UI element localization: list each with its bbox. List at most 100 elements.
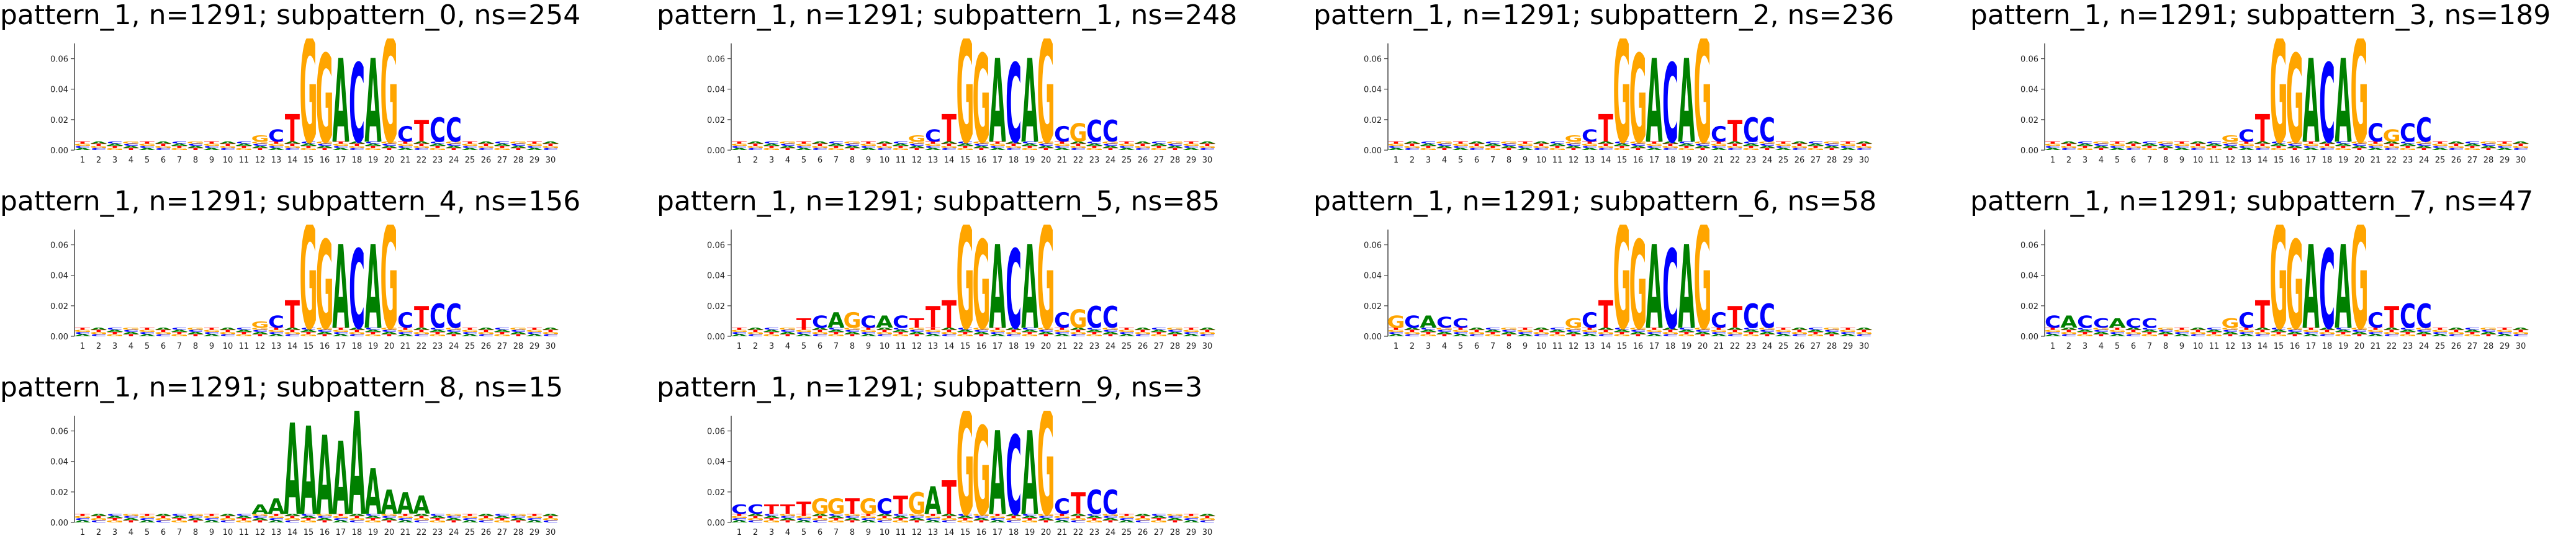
logo-letter-T: T xyxy=(780,502,796,517)
x-tick-label: 1 xyxy=(80,342,85,351)
svg-text:A: A xyxy=(763,329,780,333)
logo-letter-G: G xyxy=(1742,148,1760,151)
svg-text:T: T xyxy=(398,141,413,144)
svg-text:A: A xyxy=(1134,327,1151,330)
svg-text:T: T xyxy=(301,331,317,334)
svg-text:A: A xyxy=(2302,334,2320,337)
svg-text:C: C xyxy=(1038,143,1054,146)
logo-letter-T: T xyxy=(462,141,478,144)
x-tick-label: 23 xyxy=(1089,342,1100,351)
x-tick-label: 29 xyxy=(1186,156,1197,165)
logo-letter-C: C xyxy=(925,517,941,521)
logo-letter-A: A xyxy=(2060,141,2078,144)
logo-letter-A: A xyxy=(876,327,893,330)
logo-letter-C: C xyxy=(413,148,430,151)
x-tick-label: 20 xyxy=(384,528,395,537)
logo-letter-A: A xyxy=(477,141,495,144)
logo-letter-G: G xyxy=(331,329,349,333)
svg-text:A: A xyxy=(74,148,91,151)
x-tick-label: 1 xyxy=(737,528,742,537)
svg-text:G: G xyxy=(1020,520,1038,523)
svg-text:T: T xyxy=(1663,143,1678,146)
logo-panel-5: pattern_1, n=1291; subpattern_5, ns=85 0… xyxy=(657,186,1308,360)
svg-text:C: C xyxy=(2061,334,2077,337)
logo-letter-T: T xyxy=(1647,141,1662,144)
logo-letter-T: T xyxy=(511,334,526,337)
svg-text:G: G xyxy=(1596,145,1615,148)
svg-text:G: G xyxy=(106,148,124,151)
x-tick-label: 25 xyxy=(1778,156,1789,165)
logo-letter-C: C xyxy=(1646,145,1662,148)
svg-text:T: T xyxy=(1518,327,1533,330)
svg-text:C: C xyxy=(1662,148,1678,151)
svg-text:A: A xyxy=(989,334,1006,337)
svg-text:T: T xyxy=(543,516,559,519)
svg-text:A: A xyxy=(731,148,748,151)
svg-text:A: A xyxy=(251,145,269,148)
svg-text:G: G xyxy=(2092,141,2110,144)
svg-text:C: C xyxy=(300,327,317,330)
logo-letter-T: T xyxy=(236,331,252,334)
svg-text:T: T xyxy=(893,331,909,334)
x-tick-label: 19 xyxy=(1682,342,1692,351)
svg-text:G: G xyxy=(364,148,382,151)
logo-letter-G: G xyxy=(493,520,511,523)
svg-text:C: C xyxy=(1646,331,1662,334)
x-tick-label: 14 xyxy=(287,528,298,537)
logo-letter-T: T xyxy=(317,520,333,523)
logo-letter-G: G xyxy=(1467,145,1485,148)
logo-letter-G: G xyxy=(2318,331,2336,334)
logo-letter-C: C xyxy=(1775,145,1791,148)
svg-text:T: T xyxy=(780,334,796,337)
logo-letter-G: G xyxy=(509,513,527,516)
svg-text:C: C xyxy=(2351,143,2367,146)
logo-letter-C: C xyxy=(236,513,252,516)
svg-text:T: T xyxy=(829,331,844,334)
logo-letter-G: G xyxy=(2221,316,2239,331)
x-tick-label: 23 xyxy=(433,342,443,351)
logo-letter-C: C xyxy=(844,516,860,519)
svg-text:C: C xyxy=(796,517,812,521)
logo-letter-C: C xyxy=(989,517,1006,521)
svg-text:A: A xyxy=(1436,331,1453,334)
svg-text:A: A xyxy=(1053,334,1071,337)
svg-text:C: C xyxy=(2254,148,2271,151)
svg-text:A: A xyxy=(510,331,527,334)
x-tick-label: 8 xyxy=(2163,156,2168,165)
svg-text:C: C xyxy=(1436,329,1452,333)
logo-letter-T: T xyxy=(204,513,220,516)
svg-text:G: G xyxy=(1726,145,1744,148)
svg-text:C: C xyxy=(1775,331,1791,334)
svg-text:A: A xyxy=(1102,331,1119,334)
svg-text:T: T xyxy=(764,502,780,517)
svg-text:A: A xyxy=(268,520,285,523)
logo-letter-G: G xyxy=(2431,143,2449,146)
logo-letter-C: C xyxy=(2061,148,2077,151)
svg-text:G: G xyxy=(1500,327,1518,330)
logo-letter-C: C xyxy=(2158,143,2174,146)
logo-letter-C: C xyxy=(2400,141,2416,144)
svg-text:T: T xyxy=(1808,331,1824,334)
logo-letter-G: G xyxy=(2269,334,2287,337)
logo-letter-G: G xyxy=(1198,145,1216,148)
logo-letter-T: T xyxy=(829,331,844,334)
x-tick-label: 14 xyxy=(2258,342,2268,351)
logo-letter-A: A xyxy=(2448,327,2465,330)
logo-letter-C: C xyxy=(1614,327,1630,330)
logo-letter-A: A xyxy=(477,513,495,516)
svg-text:A: A xyxy=(235,329,253,333)
logo-letter-A: A xyxy=(1468,327,1485,330)
logo-letter-G: G xyxy=(541,145,559,148)
svg-text:A: A xyxy=(1839,334,1857,337)
x-tick-label: 20 xyxy=(2354,156,2365,165)
svg-text:T: T xyxy=(1055,513,1070,516)
logo-letter-T: T xyxy=(813,143,828,146)
logo-letter-T: T xyxy=(1727,143,1743,146)
svg-text:A: A xyxy=(1516,334,1534,337)
svg-text:G: G xyxy=(89,517,107,521)
svg-text:T: T xyxy=(796,141,812,144)
svg-text:T: T xyxy=(845,520,860,523)
logo-letter-C: C xyxy=(731,502,747,517)
logo-letter-A: A xyxy=(2286,331,2304,334)
svg-text:G: G xyxy=(891,520,909,523)
